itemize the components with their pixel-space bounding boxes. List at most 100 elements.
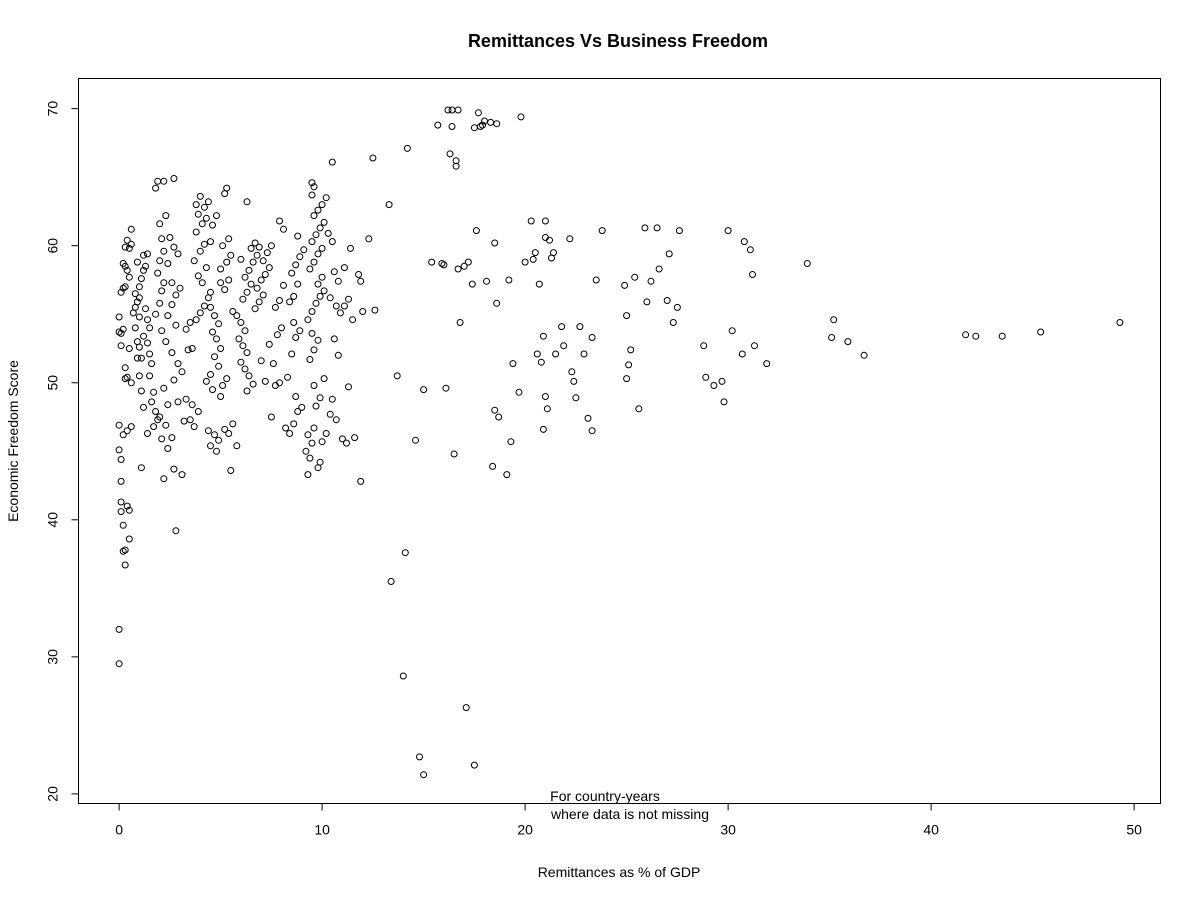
data-point xyxy=(487,118,495,126)
data-point xyxy=(438,260,446,267)
y-tick-label: 30 xyxy=(44,649,60,665)
data-point xyxy=(140,332,147,340)
data-point xyxy=(720,398,728,406)
data-point xyxy=(255,243,263,251)
data-point xyxy=(300,246,308,254)
data-point xyxy=(472,227,480,235)
data-point xyxy=(314,250,322,258)
data-point xyxy=(213,447,220,455)
data-point xyxy=(296,253,304,261)
data-point xyxy=(137,387,145,395)
data-point xyxy=(259,291,267,299)
data-point xyxy=(539,332,547,340)
data-point xyxy=(211,353,218,361)
data-point xyxy=(312,231,320,239)
data-point xyxy=(332,302,340,310)
data-point xyxy=(245,372,253,380)
data-point xyxy=(123,373,131,381)
data-point xyxy=(537,358,545,366)
data-point xyxy=(263,249,271,257)
data-point xyxy=(294,280,302,288)
data-point xyxy=(135,372,143,380)
data-point xyxy=(227,467,235,474)
data-point xyxy=(115,328,123,336)
data-point xyxy=(125,535,133,543)
data-point xyxy=(194,210,202,218)
data-point xyxy=(830,316,838,324)
data-point xyxy=(273,331,281,339)
data-point xyxy=(140,251,147,259)
data-point xyxy=(543,405,551,413)
data-point xyxy=(663,297,671,304)
data-point xyxy=(239,295,247,303)
data-point xyxy=(647,277,655,285)
x-tick-label: 50 xyxy=(1126,822,1142,838)
data-point xyxy=(217,279,225,287)
data-point xyxy=(653,224,661,232)
data-point xyxy=(172,291,180,299)
data-point xyxy=(200,302,208,310)
data-point xyxy=(576,323,584,331)
data-point xyxy=(318,244,326,252)
data-point xyxy=(160,177,168,185)
data-point xyxy=(328,395,336,403)
data-point xyxy=(251,305,259,313)
data-point xyxy=(387,578,395,585)
data-point xyxy=(235,335,243,343)
data-point xyxy=(310,424,318,432)
data-point xyxy=(237,358,245,366)
data-point xyxy=(308,439,316,447)
data-point xyxy=(286,430,294,437)
data-point xyxy=(474,109,482,117)
data-point xyxy=(142,305,149,313)
data-point xyxy=(290,420,298,428)
data-point xyxy=(162,421,170,429)
data-point xyxy=(531,249,539,257)
data-point xyxy=(304,431,312,439)
data-point xyxy=(278,324,285,332)
data-point xyxy=(125,273,133,281)
data-point xyxy=(428,258,436,266)
data-point xyxy=(503,471,511,479)
data-point xyxy=(560,342,568,350)
data-point xyxy=(828,334,836,341)
x-tick-label: 0 xyxy=(115,822,123,838)
data-point xyxy=(211,431,218,439)
data-point xyxy=(131,290,139,298)
data-point xyxy=(357,477,365,485)
data-point xyxy=(239,342,247,350)
data-point xyxy=(280,225,287,233)
data-point xyxy=(749,271,756,278)
data-point xyxy=(144,430,151,437)
data-point xyxy=(215,320,223,328)
data-point xyxy=(284,373,292,381)
data-point xyxy=(243,387,251,395)
data-point xyxy=(200,203,208,211)
data-point xyxy=(972,332,980,340)
data-point xyxy=(209,221,216,229)
data-point xyxy=(164,445,172,452)
data-point xyxy=(243,198,251,206)
data-point xyxy=(121,561,129,569)
data-point xyxy=(495,413,503,421)
data-point xyxy=(357,277,365,285)
data-point xyxy=(117,477,125,485)
data-point xyxy=(156,257,164,265)
data-point xyxy=(442,384,450,392)
data-point xyxy=(627,346,635,354)
data-point xyxy=(1037,328,1045,336)
data-point xyxy=(223,375,231,383)
data-point xyxy=(330,335,338,343)
data-point xyxy=(261,271,269,278)
data-point xyxy=(580,350,588,358)
data-point xyxy=(225,235,233,243)
data-point xyxy=(347,244,354,252)
data-point xyxy=(635,405,643,413)
data-point xyxy=(440,261,448,269)
data-point xyxy=(844,338,852,346)
data-point xyxy=(168,349,176,357)
data-point xyxy=(529,255,537,263)
data-point xyxy=(464,258,472,266)
y-tick-label: 20 xyxy=(44,786,60,802)
